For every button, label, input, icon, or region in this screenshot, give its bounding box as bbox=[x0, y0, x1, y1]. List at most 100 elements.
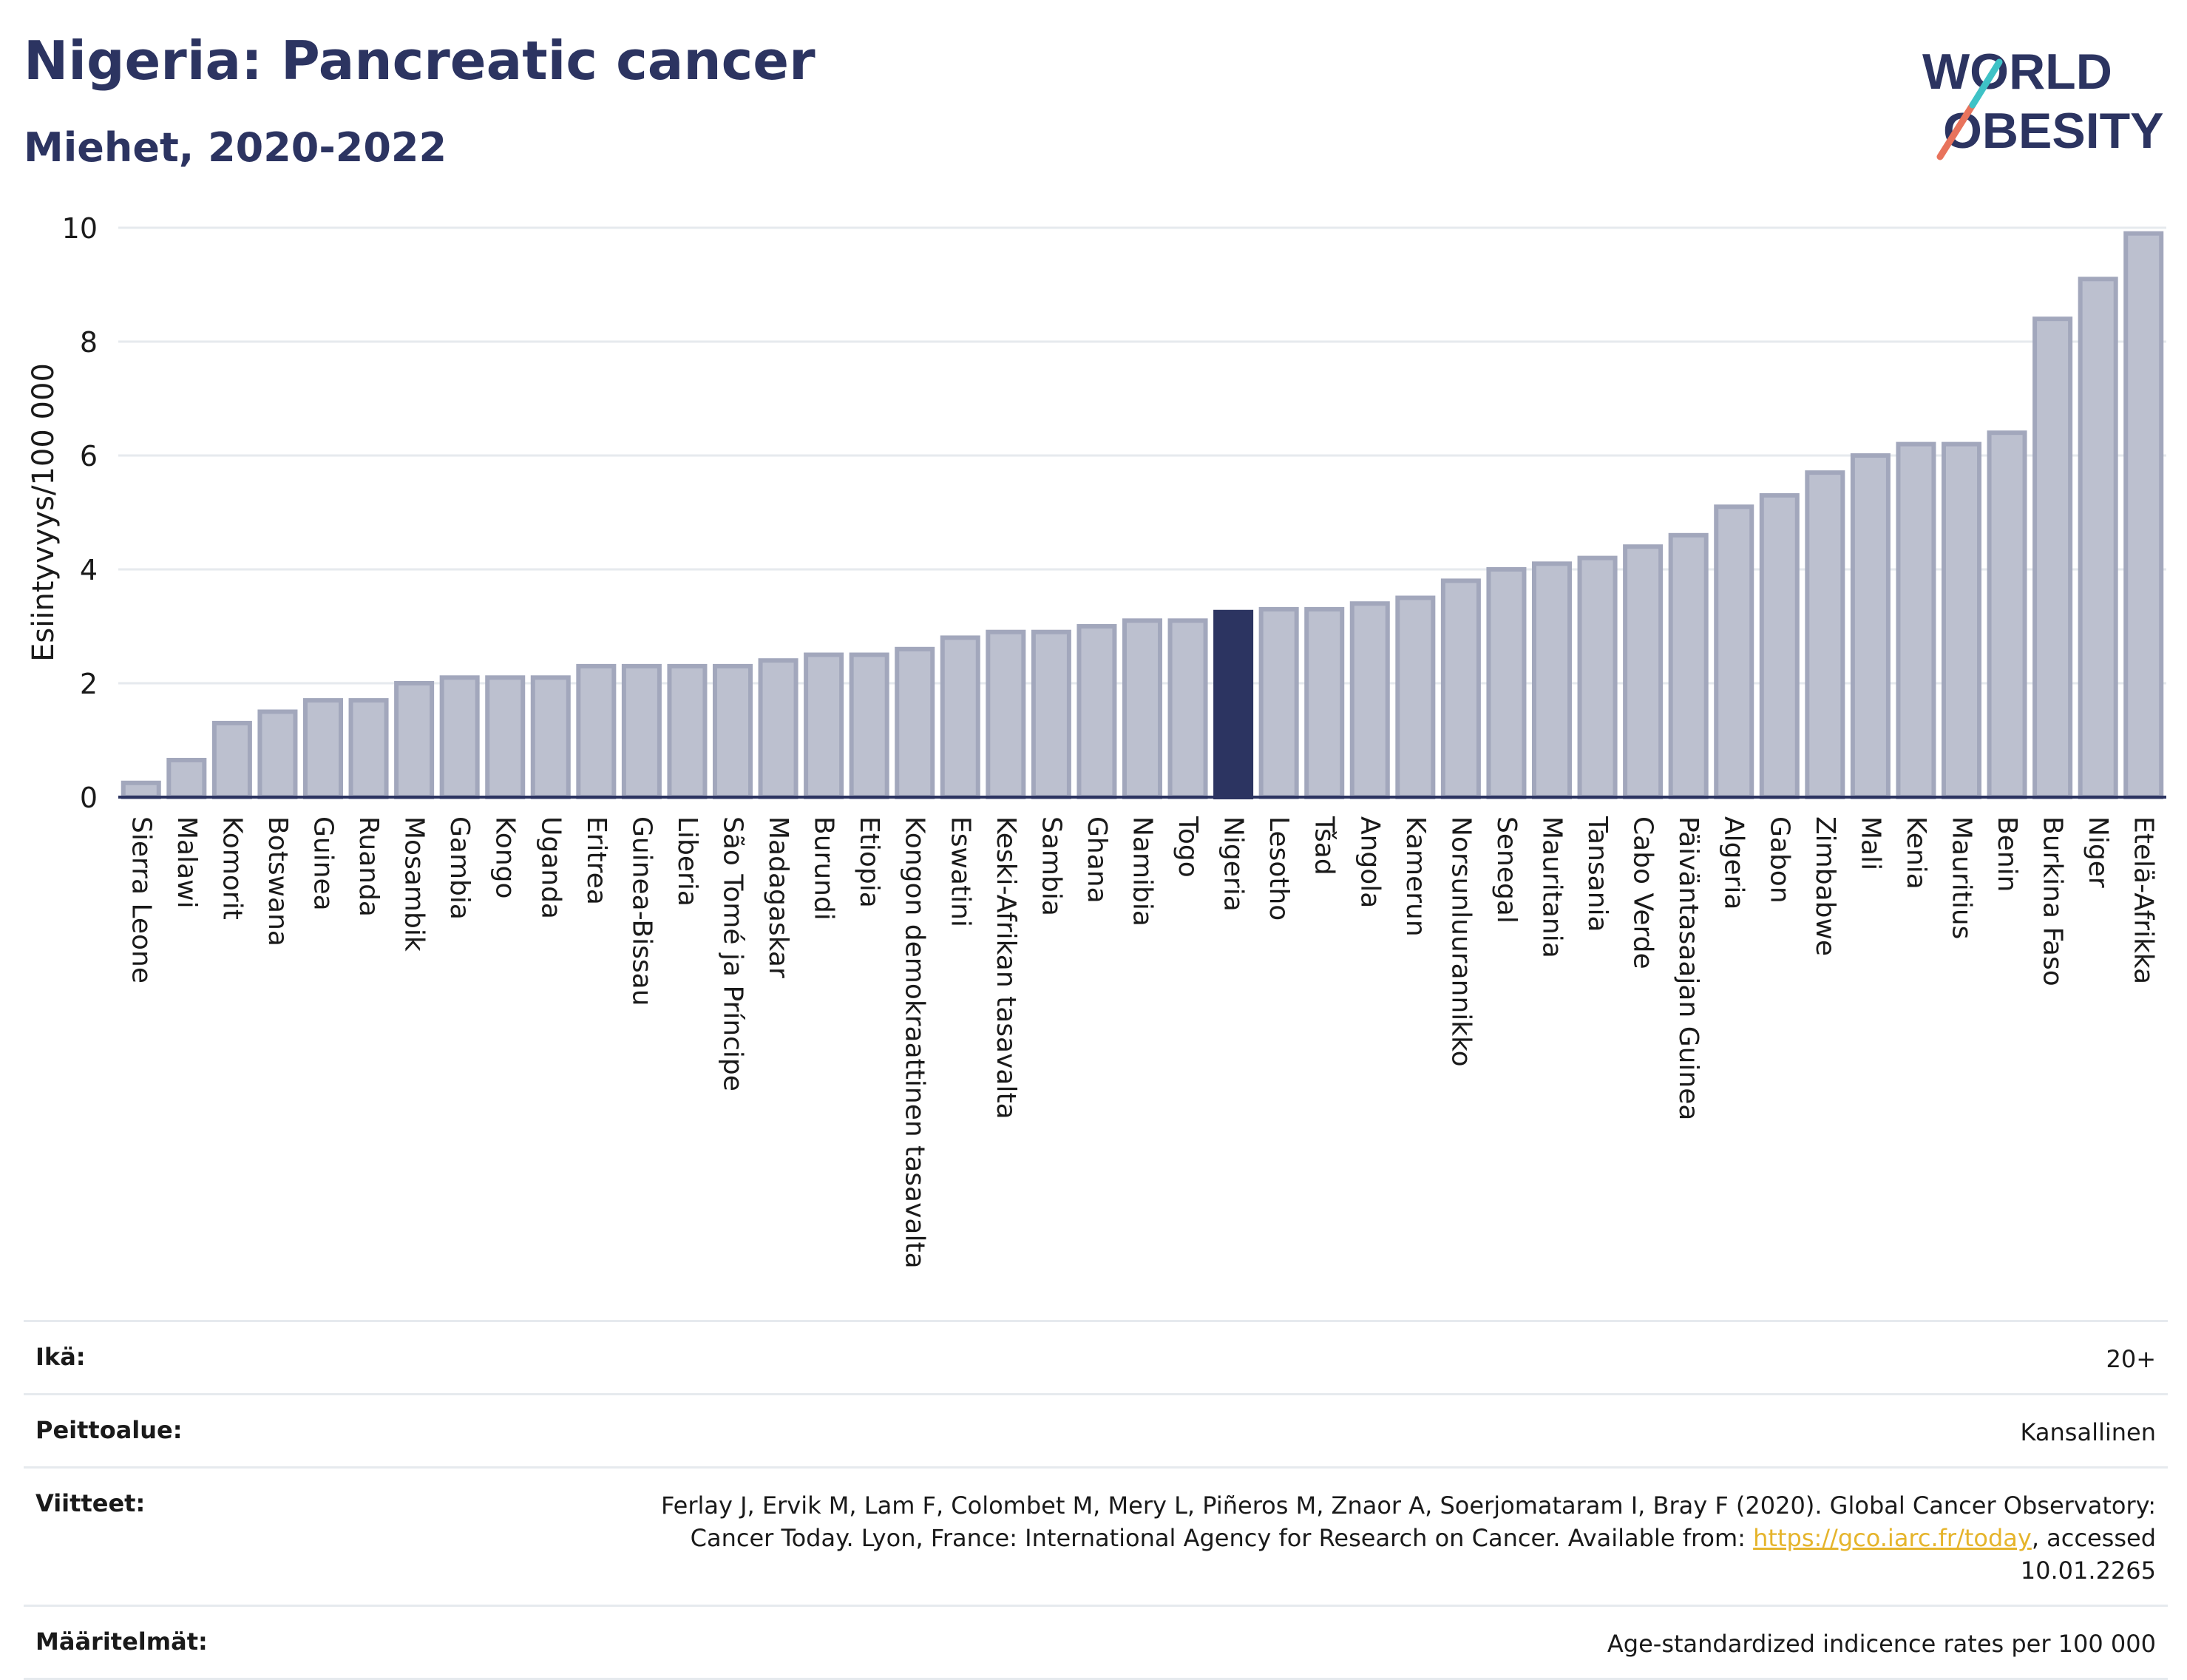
bar bbox=[804, 652, 844, 799]
info-key: Viitteet: bbox=[35, 1489, 146, 1517]
x-tick-label: Mauritius bbox=[1947, 816, 1977, 939]
bar bbox=[394, 681, 435, 799]
x-tick-label: Uganda bbox=[535, 816, 566, 919]
x-tick-label: Tansania bbox=[1582, 816, 1613, 932]
x-tick-label: Lesotho bbox=[1264, 816, 1294, 921]
bar bbox=[895, 646, 935, 799]
x-tick-label: Gabon bbox=[1764, 816, 1794, 904]
y-tick-label: 10 bbox=[62, 212, 98, 245]
x-tick-label: Liberia bbox=[672, 816, 702, 907]
bar bbox=[1122, 618, 1163, 799]
x-tick-label: Madagaskar bbox=[763, 816, 793, 978]
x-tick-label: Eritrea bbox=[581, 816, 611, 905]
x-tick-label: Gambia bbox=[444, 816, 475, 920]
reference-link[interactable]: https://gco.iarc.fr/today bbox=[1753, 1524, 2032, 1552]
logo-slash-teal bbox=[1969, 58, 2003, 109]
reference-suffix: , accessed 10.01.2265 bbox=[2020, 1524, 2156, 1585]
info-value: Age-standardized indicence rates per 100… bbox=[1607, 1630, 2156, 1658]
x-tick-label: Kongon demokraattinen tasavalta bbox=[900, 816, 930, 1269]
bar bbox=[1805, 470, 1845, 799]
info-key: Peittoalue: bbox=[35, 1416, 183, 1444]
x-tick-label: Kongo bbox=[490, 816, 521, 899]
x-tick-label: Burkina Faso bbox=[2038, 816, 2068, 986]
x-tick-label: Algeria bbox=[1719, 816, 1749, 910]
y-tick-label: 0 bbox=[80, 782, 98, 814]
x-tick-label: Burundi bbox=[809, 816, 839, 921]
y-axis-label: Esiintyvyys/100 000 bbox=[27, 363, 61, 662]
bar bbox=[1896, 441, 1936, 799]
logo-slash-red bbox=[1936, 101, 1976, 160]
bar bbox=[2032, 316, 2073, 799]
bar bbox=[257, 709, 298, 799]
info-row-references: Viitteet: Ferlay J, Ervik M, Lam F, Colo… bbox=[24, 1466, 2168, 1605]
bar bbox=[121, 780, 161, 799]
x-tick-label: Malawi bbox=[172, 816, 202, 909]
info-value: Ferlay J, Ervik M, Lam F, Colombet M, Me… bbox=[603, 1489, 2156, 1587]
x-tick-label: Etiopia bbox=[854, 816, 884, 908]
bar bbox=[530, 675, 571, 799]
bar bbox=[1850, 453, 1891, 799]
bar bbox=[940, 635, 980, 800]
bar bbox=[1076, 624, 1117, 799]
x-tick-label: Senegal bbox=[1491, 816, 1522, 924]
x-tick-label: Togo bbox=[1173, 816, 1203, 878]
bar bbox=[2078, 277, 2118, 800]
x-tick-label: Kamerun bbox=[1400, 816, 1431, 937]
bar-highlight bbox=[1213, 609, 1254, 799]
x-tick-label: Mauritania bbox=[1537, 816, 1567, 958]
bar bbox=[1258, 606, 1299, 800]
x-tick-label: Keski-Afrikan tasavalta bbox=[991, 816, 1021, 1120]
bar-chart: 0 2 4 6 8 10 Esiintyvyys/100 000 Sierra Leone Ma… bbox=[27, 212, 2166, 1269]
info-key: Määritelmät: bbox=[35, 1628, 208, 1656]
x-tick-label: Sambia bbox=[1036, 816, 1066, 916]
info-row-definitions: Määritelmät: Age-standardized indicence … bbox=[24, 1605, 2168, 1680]
bar bbox=[621, 663, 662, 800]
y-tick-label: 8 bbox=[80, 326, 98, 359]
info-key: Ikä: bbox=[35, 1343, 86, 1371]
y-tick-label: 4 bbox=[80, 554, 98, 586]
world-obesity-logo: WORLD OBESITY bbox=[1922, 44, 2164, 160]
info-table: Ikä: 20+ Peittoalue: Kansallinen Viittee… bbox=[24, 1320, 2168, 1680]
bar bbox=[166, 757, 207, 800]
bar bbox=[1531, 561, 1573, 799]
bar bbox=[1304, 606, 1345, 800]
reference-text: Ferlay J, Ervik M, Lam F, Colombet M, Me… bbox=[661, 1491, 2156, 1552]
x-tick-label: Angola bbox=[1354, 816, 1385, 908]
bar bbox=[348, 698, 389, 799]
x-tick-label: Eswatini bbox=[945, 816, 975, 927]
bar bbox=[1623, 544, 1664, 799]
bar bbox=[1440, 578, 1481, 800]
info-value: Kansallinen bbox=[2020, 1418, 2156, 1446]
bar bbox=[1031, 629, 1071, 800]
bar bbox=[576, 663, 617, 800]
info-row-age: Ikä: 20+ bbox=[24, 1320, 2168, 1393]
bar bbox=[1941, 441, 1982, 799]
y-tick-label: 2 bbox=[80, 668, 98, 700]
bar bbox=[1759, 492, 1800, 799]
page-subtitle: Miehet, 2020-2022 bbox=[24, 124, 447, 171]
logo-word-1: WORLD bbox=[1922, 44, 2112, 100]
bar bbox=[712, 663, 753, 800]
x-tick-label: São Tomé ja Príncipe bbox=[718, 816, 748, 1091]
x-tick-label: Benin bbox=[1992, 816, 2022, 892]
x-tick-label: Päiväntasaajan Guinea bbox=[1673, 816, 1703, 1120]
bar bbox=[1577, 555, 1618, 799]
x-tick-label: Botswana bbox=[262, 816, 293, 946]
bar bbox=[302, 698, 344, 799]
page-title: Nigeria: Pancreatic cancer bbox=[24, 30, 816, 92]
logo-word-2: OBESITY bbox=[1943, 103, 2164, 159]
y-tick-label: 6 bbox=[80, 440, 98, 472]
bar bbox=[1987, 430, 2027, 799]
x-tick-label: Tšad bbox=[1309, 816, 1340, 875]
x-tick-label: Zimbabwe bbox=[1810, 816, 1840, 956]
x-tick-label: Sierra Leone bbox=[126, 816, 156, 983]
x-tick-label: Mali bbox=[1855, 816, 1885, 870]
bar bbox=[211, 720, 252, 800]
bar bbox=[667, 663, 708, 800]
x-tick-label: Cabo Verde bbox=[1628, 816, 1658, 969]
info-row-coverage: Peittoalue: Kansallinen bbox=[24, 1393, 2168, 1466]
bar bbox=[485, 675, 526, 799]
bar bbox=[1349, 601, 1390, 799]
x-tick-label: Guinea bbox=[308, 816, 339, 911]
x-tick-label: Niger bbox=[2083, 816, 2113, 888]
